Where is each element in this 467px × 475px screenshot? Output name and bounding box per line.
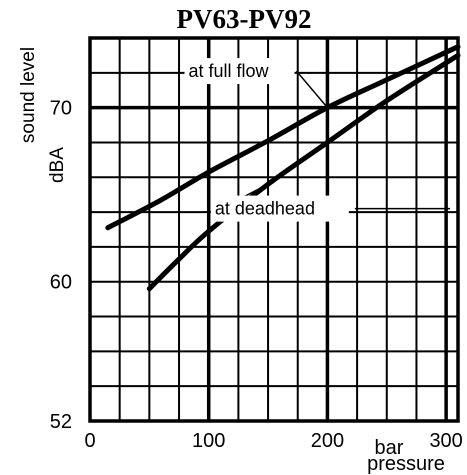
chart-title: PV63-PV92 [177, 4, 312, 34]
series-label: at deadhead [215, 199, 315, 219]
series-lines [105, 44, 461, 292]
series-annotation: at full flow [184, 58, 328, 109]
series-line [105, 44, 461, 231]
y-axis-label: sound level [18, 47, 39, 143]
series-deadhead [146, 52, 461, 292]
series-line [146, 52, 461, 292]
annotation-background [210, 195, 349, 222]
y-tick-label: 52 [50, 411, 72, 433]
y-tick-label: 60 [50, 272, 72, 294]
series-annotation: at deadhead [210, 183, 450, 222]
annotation-leader [295, 70, 328, 109]
x-tick-label: 0 [84, 430, 95, 452]
plot-frame [88, 36, 460, 423]
x-axis-unit: bar [375, 437, 404, 459]
y-axis-unit: dBA [47, 147, 68, 183]
x-tick-label: 100 [192, 430, 225, 452]
tick-labels: 0 100 200 300 52 60 70 [50, 98, 463, 452]
x-axis-label: pressure [367, 453, 445, 475]
x-tick-label: 200 [311, 430, 344, 452]
grid [88, 36, 460, 423]
x-tick-label: 300 [429, 430, 462, 452]
annotations: at full flow at deadhead [184, 58, 450, 222]
annotation-background [184, 58, 295, 85]
series-label: at full flow [189, 61, 270, 81]
y-tick-label: 70 [50, 98, 72, 120]
series-full-flow [105, 44, 461, 231]
